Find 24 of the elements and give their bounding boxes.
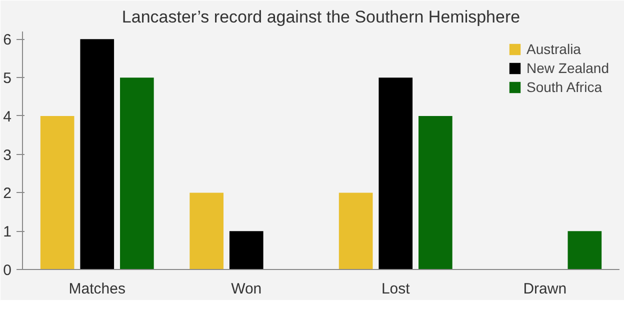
y-tick-label: 6 xyxy=(3,32,12,49)
x-tick-label: Matches xyxy=(68,280,126,298)
x-tick-label: Lost xyxy=(381,280,411,298)
x-tick-label: Drawn xyxy=(523,280,567,298)
bar xyxy=(80,39,114,270)
legend-label: Australia xyxy=(526,41,581,57)
x-tick-label: Won xyxy=(231,280,262,298)
bar xyxy=(229,231,264,270)
y-tick-label: 0 xyxy=(3,262,12,279)
bar xyxy=(378,78,413,270)
bar xyxy=(120,78,154,270)
y-tick-label: 4 xyxy=(3,108,12,126)
y-tick-label: 3 xyxy=(3,146,12,164)
bar xyxy=(418,116,452,270)
y-tick-label: 2 xyxy=(3,185,12,202)
legend-label: South Africa xyxy=(526,79,602,95)
y-tick-label: 1 xyxy=(3,224,12,241)
legend-label: New Zealand xyxy=(526,60,609,76)
bar xyxy=(338,192,373,270)
bar xyxy=(40,116,74,270)
chart-title: Lancaster’s record against the Southern Hemisphere xyxy=(122,8,520,26)
y-tick-label: 5 xyxy=(3,70,12,88)
bar xyxy=(568,231,602,270)
bar xyxy=(190,192,224,270)
